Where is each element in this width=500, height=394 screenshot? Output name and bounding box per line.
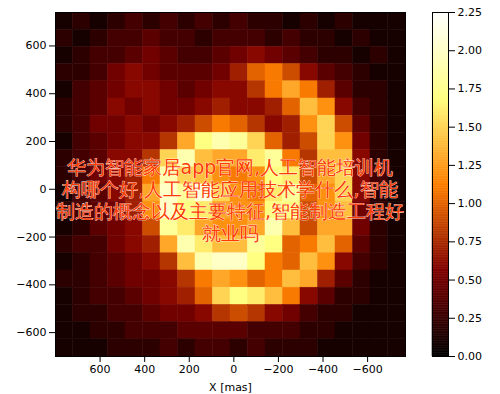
svg-text:600: 600 bbox=[90, 363, 111, 376]
svg-text:0.25: 0.25 bbox=[458, 312, 483, 325]
svg-text:−600: −600 bbox=[16, 326, 46, 339]
svg-text:0.75: 0.75 bbox=[458, 235, 483, 248]
html-text:华为智能家居app官网,人工智能培训机: 华为智能家居app官网,人工智能培训机 bbox=[66, 156, 394, 178]
svg-text:2.00: 2.00 bbox=[458, 44, 483, 57]
svg-text:0.50: 0.50 bbox=[458, 274, 483, 287]
svg-text:1.75: 1.75 bbox=[458, 82, 483, 95]
svg-text:200: 200 bbox=[26, 135, 47, 148]
svg-text:1.00: 1.00 bbox=[458, 197, 483, 210]
svg-text:400: 400 bbox=[26, 87, 47, 100]
html-text:构哪个好,人工智能应用技术学什么,智能: 构哪个好,人工智能应用技术学什么,智能 bbox=[62, 178, 398, 200]
svg-text:X [mas]: X [mas] bbox=[209, 381, 252, 394]
svg-text:0: 0 bbox=[230, 363, 237, 376]
html-text:就业吗: 就业吗 bbox=[201, 222, 259, 244]
svg-text:−200: −200 bbox=[263, 363, 293, 376]
svg-text:2.25: 2.25 bbox=[458, 6, 483, 19]
svg-text:−600: −600 bbox=[352, 363, 382, 376]
html-text:制造的概念以及主要特征,智能制造工程好: 制造的概念以及主要特征,智能制造工程好 bbox=[56, 200, 404, 222]
svg-text:0: 0 bbox=[40, 183, 47, 196]
svg-text:−400: −400 bbox=[308, 363, 338, 376]
svg-text:200: 200 bbox=[179, 363, 200, 376]
svg-text:1.50: 1.50 bbox=[458, 121, 483, 134]
svg-text:0.00: 0.00 bbox=[458, 350, 483, 363]
svg-text:400: 400 bbox=[134, 363, 155, 376]
svg-text:−200: −200 bbox=[16, 231, 46, 244]
svg-text:−400: −400 bbox=[16, 278, 46, 291]
svg-text:1.25: 1.25 bbox=[458, 159, 483, 172]
svg-text:600: 600 bbox=[26, 39, 47, 52]
